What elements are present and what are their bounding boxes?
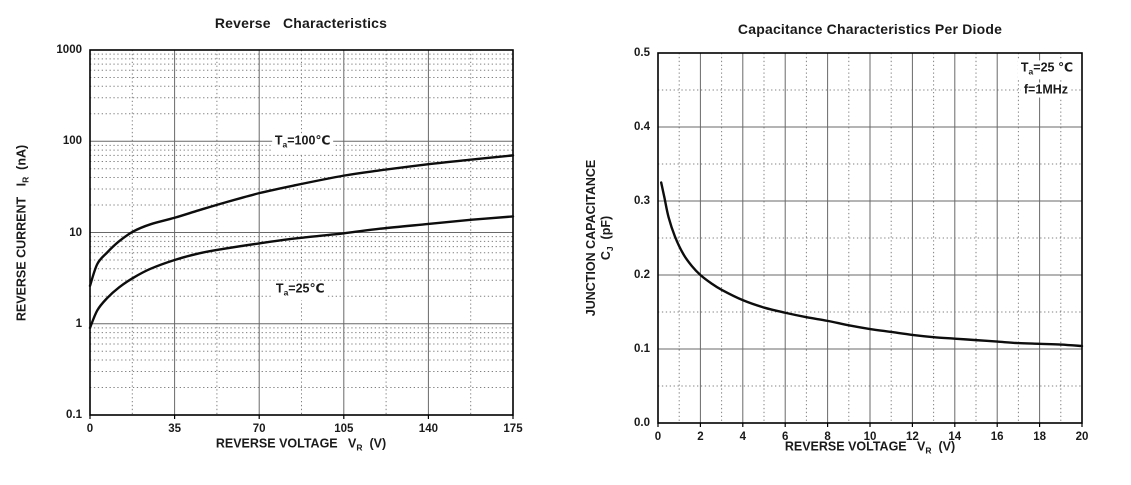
y-tick-label: 0.3 [634,195,650,207]
x-tick-label: 16 [990,431,1004,443]
plot-border [657,52,1083,424]
axis-title-line: CJ (pF) [598,215,616,261]
y-tick-label: 100 [62,135,82,148]
y-tick-label: 0.1 [634,343,650,355]
series-curve-Ta=100C [88,154,515,288]
curve-annotation: Ta=25℃ [272,281,328,301]
x-tick-label: 70 [252,423,266,435]
x-tick-label: 175 [503,423,523,435]
x-tick-label: 0 [654,431,662,443]
chart-title: Capacitance Characteristics Per Diode [737,21,1003,37]
x-tick-label: 6 [781,431,789,443]
x-tick-label: 35 [168,423,181,435]
x-tick-label: 4 [739,431,746,443]
axis-title-line: JUNCTION CAPACITANCE [583,159,598,317]
x-axis-title: REVERSE VOLTAGE VR (V) [216,436,386,455]
series-curve-Cj [659,181,1084,348]
x-tick-label: 2 [697,431,704,443]
y-tick-label: 0.4 [634,121,650,133]
y-tick-label: 0.5 [634,47,650,59]
y-tick-label: 1000 [56,44,82,56]
axis-title-line: REVERSE VOLTAGE VR (V) [784,439,956,456]
x-tick-label: 14 [948,431,962,443]
x-tick-label: 18 [1033,431,1046,443]
curve-annotation: f=1MHz [1020,82,1072,98]
curve-annotation: Ta=25 ℃ [1017,60,1077,80]
plot-area [657,52,1084,427]
x-tick-label: 8 [824,431,831,443]
series-curve-Ta=25C [88,215,515,330]
y-axis-title: JUNCTION CAPACITANCE CJ (pF) [584,160,618,316]
y-tick-label: 10 [69,226,82,239]
plot-area [88,49,515,419]
curve-annotation: Ta=100℃ [271,133,334,153]
x-axis-title: REVERSE VOLTAGE VR (V) [785,439,955,458]
chart-title: Reverse Characteristics [214,15,388,31]
x-tick-label: 0 [86,423,94,435]
x-tick-label: 105 [334,423,354,435]
x-tick-label: 20 [1075,431,1089,443]
plot-border [89,49,514,416]
x-tick-label: 140 [418,423,438,435]
y-tick-label: 0.2 [634,269,650,281]
y-tick-label: 0.0 [634,417,650,429]
x-tick-label: 10 [863,431,877,443]
axis-title-line: REVERSE VOLTAGE VR (V) [215,436,387,453]
x-tick-label: 12 [905,431,919,443]
y-tick-label: 0.1 [66,409,82,421]
y-tick-label: 1 [75,317,82,330]
